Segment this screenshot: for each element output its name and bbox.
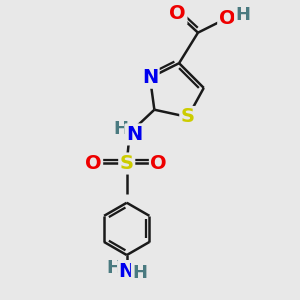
- Text: O: O: [169, 4, 186, 23]
- Text: O: O: [150, 154, 167, 173]
- Text: O: O: [85, 154, 102, 173]
- Text: N: N: [118, 262, 135, 281]
- Text: S: S: [181, 107, 195, 127]
- Text: S: S: [120, 154, 134, 173]
- Text: O: O: [219, 9, 236, 28]
- Text: H: H: [132, 263, 147, 281]
- Text: H: H: [106, 259, 121, 277]
- Text: N: N: [142, 68, 158, 87]
- Text: H: H: [113, 120, 128, 138]
- Text: H: H: [236, 6, 250, 24]
- Text: N: N: [126, 125, 142, 144]
